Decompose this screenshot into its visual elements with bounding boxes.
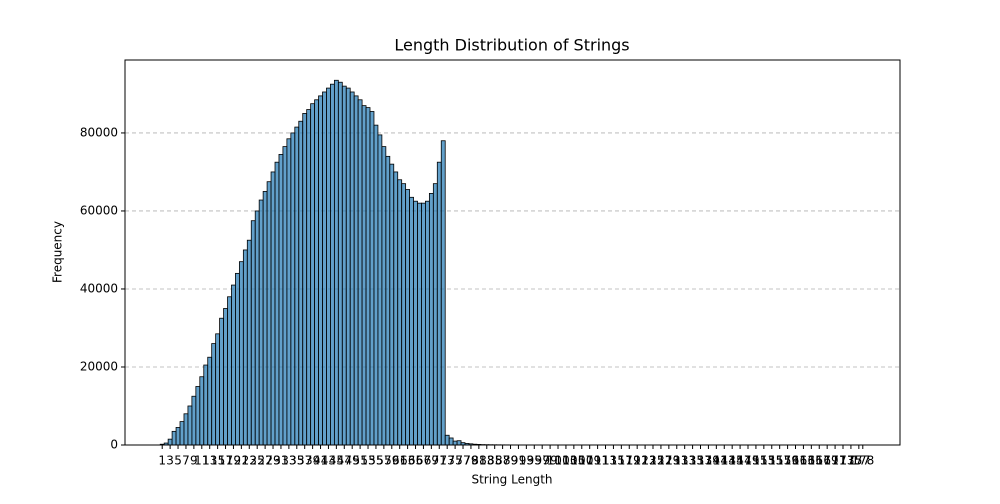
- bar: [433, 184, 437, 445]
- bar: [188, 406, 192, 445]
- bar: [255, 211, 259, 445]
- bar: [319, 96, 323, 445]
- bar: [307, 110, 311, 445]
- bar: [366, 108, 370, 445]
- bar: [315, 100, 319, 445]
- bar: [295, 127, 299, 445]
- bar: [184, 414, 188, 445]
- bar: [441, 141, 445, 445]
- bar: [208, 357, 212, 445]
- bar: [453, 441, 457, 445]
- bar: [231, 285, 235, 445]
- bar: [334, 80, 338, 445]
- bar: [414, 201, 418, 445]
- bar: [342, 86, 346, 445]
- bar: [168, 439, 172, 445]
- bar: [445, 435, 449, 445]
- chart-title: Length Distribution of Strings: [394, 36, 629, 55]
- bar: [421, 203, 425, 445]
- bar: [263, 191, 267, 445]
- bar: [330, 84, 334, 445]
- bar: [323, 92, 327, 445]
- x-axis-label: String Length: [471, 473, 552, 487]
- x-tick-label: 3: [166, 454, 174, 468]
- bar: [410, 197, 414, 445]
- bar: [358, 100, 362, 445]
- bar: [370, 111, 374, 445]
- bar: [311, 104, 315, 445]
- bar: [259, 200, 263, 445]
- bar: [299, 121, 303, 445]
- x-tick-label: 5: [174, 454, 182, 468]
- bar: [350, 92, 354, 445]
- bar: [243, 250, 247, 445]
- bar: [390, 164, 394, 445]
- bar: [449, 438, 453, 445]
- bar: [239, 262, 243, 445]
- bar: [326, 88, 330, 445]
- y-tick-label: 40000: [80, 281, 118, 295]
- y-tick-label: 60000: [80, 203, 118, 217]
- x-tick-label: 178: [851, 454, 874, 468]
- bar: [176, 427, 180, 445]
- bar: [172, 431, 176, 445]
- y-tick-label: 20000: [80, 359, 118, 373]
- bar: [338, 82, 342, 445]
- bar: [418, 203, 422, 445]
- bar: [429, 193, 433, 445]
- bar: [362, 106, 366, 445]
- bar: [192, 396, 196, 445]
- bar: [228, 297, 232, 445]
- bar: [200, 377, 204, 445]
- bar: [406, 190, 410, 445]
- bar: [394, 172, 398, 445]
- bar: [220, 318, 224, 445]
- bar: [382, 147, 386, 445]
- bar: [374, 125, 378, 445]
- bar: [346, 88, 350, 445]
- x-tick-label: 1: [158, 454, 166, 468]
- bar: [386, 156, 390, 445]
- bar: [196, 386, 200, 445]
- bar: [216, 334, 220, 445]
- bar: [180, 422, 184, 445]
- bar: [283, 147, 287, 445]
- bar: [279, 154, 283, 445]
- bar: [303, 113, 307, 445]
- y-axis-label: Frequency: [51, 221, 65, 283]
- bar: [275, 162, 279, 445]
- bar: [398, 180, 402, 445]
- bar: [457, 441, 461, 445]
- x-tick-label: 7: [182, 454, 190, 468]
- bar: [247, 240, 251, 445]
- y-tick-label: 80000: [80, 125, 118, 139]
- bar: [235, 273, 239, 445]
- bar: [378, 135, 382, 445]
- bar: [212, 344, 216, 445]
- bar: [437, 162, 441, 445]
- bar: [291, 133, 295, 445]
- bar: [354, 96, 358, 445]
- bar: [251, 221, 255, 445]
- bar: [425, 201, 429, 445]
- bar: [402, 184, 406, 445]
- bar: [267, 182, 271, 445]
- bar: [271, 172, 275, 445]
- bar: [204, 365, 208, 445]
- bar: [287, 139, 291, 445]
- bar: [224, 308, 228, 445]
- y-tick-label: 0: [110, 438, 118, 452]
